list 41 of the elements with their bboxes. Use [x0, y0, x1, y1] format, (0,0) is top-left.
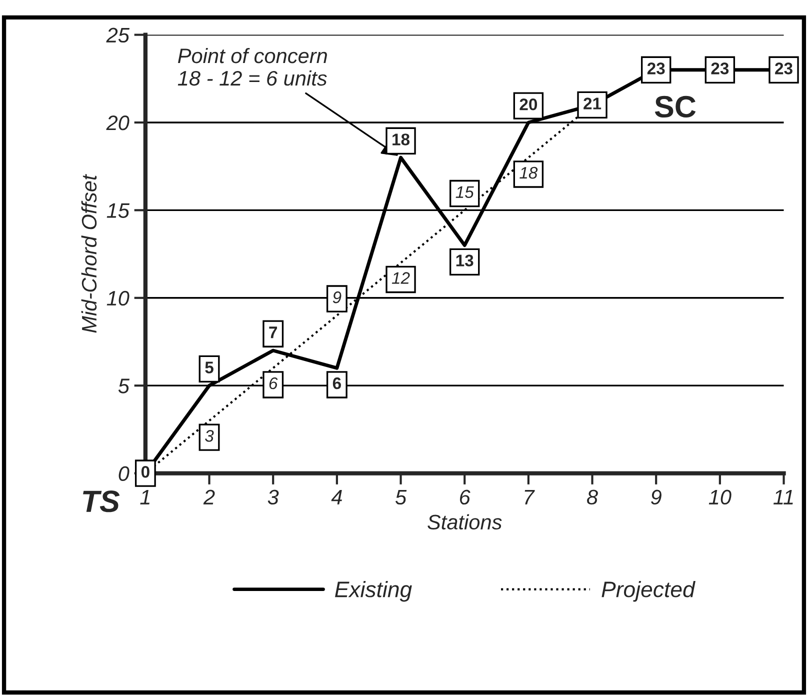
x-tick-label: 5 — [395, 490, 407, 505]
annotation: SC — [654, 96, 696, 118]
data-label: 21 — [584, 98, 602, 110]
data-label: 13 — [456, 254, 474, 266]
x-tick-label: 4 — [331, 490, 342, 504]
data-label: 3 — [205, 430, 214, 442]
x-axis-title: Stations — [428, 514, 502, 530]
data-label: 18 — [392, 134, 410, 146]
data-label: 5 — [205, 362, 214, 374]
data-label: 23 — [711, 62, 729, 74]
x-tick-label: 1 — [140, 490, 150, 504]
data-label: 23 — [647, 62, 665, 74]
y-axis-title: Mid-Chord Offset — [81, 174, 97, 333]
x-tick-label: 2 — [203, 490, 215, 504]
y-tick-label: 15 — [106, 203, 130, 218]
x-tick-label: 8 — [587, 490, 598, 505]
y-tick-label: 25 — [106, 28, 130, 43]
y-tick-label: 20 — [106, 115, 130, 130]
x-tick-label: 10 — [708, 490, 732, 505]
data-label: 20 — [520, 98, 538, 110]
data-label: 6 — [332, 377, 341, 390]
legend-label: Existing — [335, 580, 412, 602]
text: TS — [83, 490, 120, 512]
data-label: 7 — [269, 326, 278, 338]
x-tick-label: 11 — [773, 490, 793, 504]
y-tick-label: 5 — [118, 378, 130, 394]
y-tick-label: 0 — [118, 466, 130, 482]
data-label: 23 — [775, 62, 792, 74]
data-label: 18 — [520, 166, 538, 179]
x-tick-label: 7 — [524, 490, 535, 504]
data-label: 15 — [456, 186, 474, 198]
legend-label: Projected — [602, 580, 696, 602]
data-label: 9 — [332, 291, 342, 304]
annotation: Point of concern 18 - 12 = 6 units — [178, 48, 327, 86]
y-tick-label: 10 — [106, 290, 130, 306]
data-label: 12 — [392, 272, 410, 284]
x-tick-label: 3 — [268, 490, 279, 505]
data-label: 0 — [141, 466, 150, 478]
x-tick-label: 9 — [651, 490, 662, 505]
data-label: 6 — [269, 377, 278, 390]
x-tick-label: 6 — [460, 490, 470, 505]
